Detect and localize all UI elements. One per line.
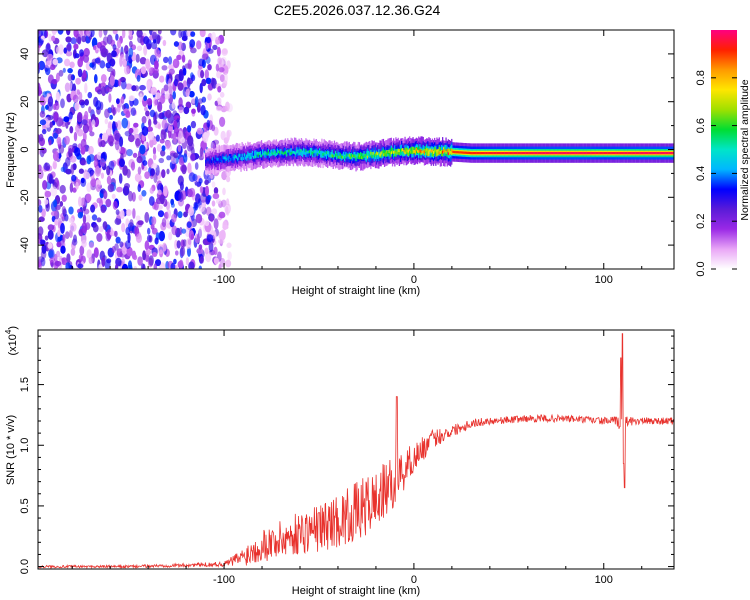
- spectrogram-image: [38, 30, 674, 269]
- x-tick-label: 0: [411, 574, 417, 586]
- colorbar-ticks: 0.0 0.2 0.4 0.6 0.8: [695, 70, 737, 277]
- y-tick-label: -40: [19, 237, 31, 253]
- spectrogram-noise-blobs: [38, 30, 233, 269]
- snr-y-ticks: 0.0 0.5 1.0 1.5: [19, 335, 674, 574]
- colorbar-tick-label: 0.6: [695, 118, 707, 133]
- snr-frame: [37, 329, 675, 570]
- spectrogram-y-label: Frequency (Hz): [5, 112, 17, 188]
- snr-y-label: SNR (10 * v/v): [5, 415, 17, 485]
- spectrogram-panel: -100 0 100 -40 -20 0 20 40 Height of straight …: [5, 29, 675, 297]
- spectrogram-x-label: Height of straight line (km): [292, 285, 420, 297]
- snr-x-ticks: -100 0 100: [71, 330, 643, 586]
- snr-panel: -100 0 100 0.0 0.5 1.0 1.5 Height of straight…: [4, 326, 675, 597]
- snr-y-multiplier: (x104): [4, 326, 19, 356]
- snr-x-label: Height of straight line (km): [292, 585, 420, 597]
- colorbar-label: Normalized spectral amplitude: [739, 79, 750, 220]
- colorbar-tick-label: 0.0: [695, 261, 707, 276]
- x-tick-label: 0: [411, 274, 417, 286]
- colorbar-tick-label: 0.4: [695, 166, 707, 181]
- y-tick-label: 0.0: [19, 559, 31, 574]
- y-tick-label: 0: [19, 146, 31, 152]
- y-tick-label: -20: [19, 189, 31, 205]
- x-tick-label: 100: [595, 574, 613, 586]
- x-tick-label: 100: [595, 274, 613, 286]
- figure-title: C2E5.2026.037.12.36.G24: [274, 2, 441, 18]
- colorbar-tick-label: 0.2: [695, 214, 707, 229]
- snr-series-line: [37, 333, 675, 570]
- y-tick-label: 1.5: [19, 377, 31, 392]
- colorbar: 0.0 0.2 0.4 0.6 0.8 Normalized spectral ampl…: [695, 30, 750, 277]
- y-tick-label: 40: [19, 48, 31, 60]
- y-tick-label: 20: [19, 96, 31, 108]
- spectrogram-y-ticks: -40 -20 0 20 40: [19, 29, 674, 270]
- x-tick-label: -100: [213, 574, 235, 586]
- colorbar-tick-label: 0.8: [695, 70, 707, 85]
- spectrogram-ridge: [205, 136, 674, 176]
- colorbar-gradient: [711, 30, 737, 269]
- y-tick-label: 0.5: [19, 498, 31, 513]
- y-tick-label: 1.0: [19, 438, 31, 453]
- x-tick-label: -100: [213, 274, 235, 286]
- spectrogram-x-ticks: -100 0 100: [71, 30, 643, 286]
